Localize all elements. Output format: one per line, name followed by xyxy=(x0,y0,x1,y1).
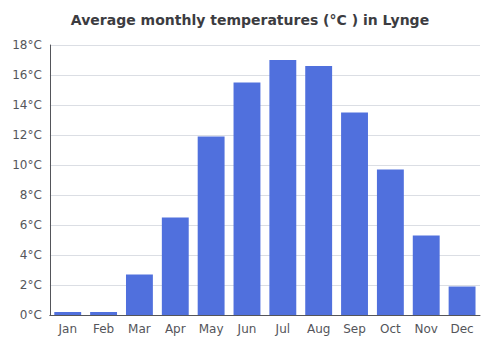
svg-text:10°C: 10°C xyxy=(12,158,42,172)
svg-text:14°C: 14°C xyxy=(12,98,42,112)
svg-text:Sep: Sep xyxy=(343,322,366,336)
svg-text:Apr: Apr xyxy=(165,322,186,336)
svg-text:6°C: 6°C xyxy=(20,218,42,232)
svg-text:Feb: Feb xyxy=(93,322,114,336)
svg-text:Mar: Mar xyxy=(128,322,151,336)
svg-text:16°C: 16°C xyxy=(12,68,42,82)
svg-text:Oct: Oct xyxy=(380,322,401,336)
svg-text:0°C: 0°C xyxy=(20,308,42,322)
svg-text:8°C: 8°C xyxy=(20,188,42,202)
svg-text:Jun: Jun xyxy=(237,322,257,336)
svg-text:18°C: 18°C xyxy=(12,38,42,52)
svg-text:Jul: Jul xyxy=(275,322,290,336)
svg-text:Nov: Nov xyxy=(415,322,438,336)
svg-text:4°C: 4°C xyxy=(20,248,42,262)
svg-text:Dec: Dec xyxy=(450,322,473,336)
svg-text:May: May xyxy=(199,322,224,336)
svg-text:Aug: Aug xyxy=(307,322,330,336)
svg-text:Jan: Jan xyxy=(57,322,77,336)
svg-text:2°C: 2°C xyxy=(20,278,42,292)
svg-text:12°C: 12°C xyxy=(12,128,42,142)
svg-text:Average monthly temperatures (: Average monthly temperatures (°C ) in Ly… xyxy=(71,12,429,28)
